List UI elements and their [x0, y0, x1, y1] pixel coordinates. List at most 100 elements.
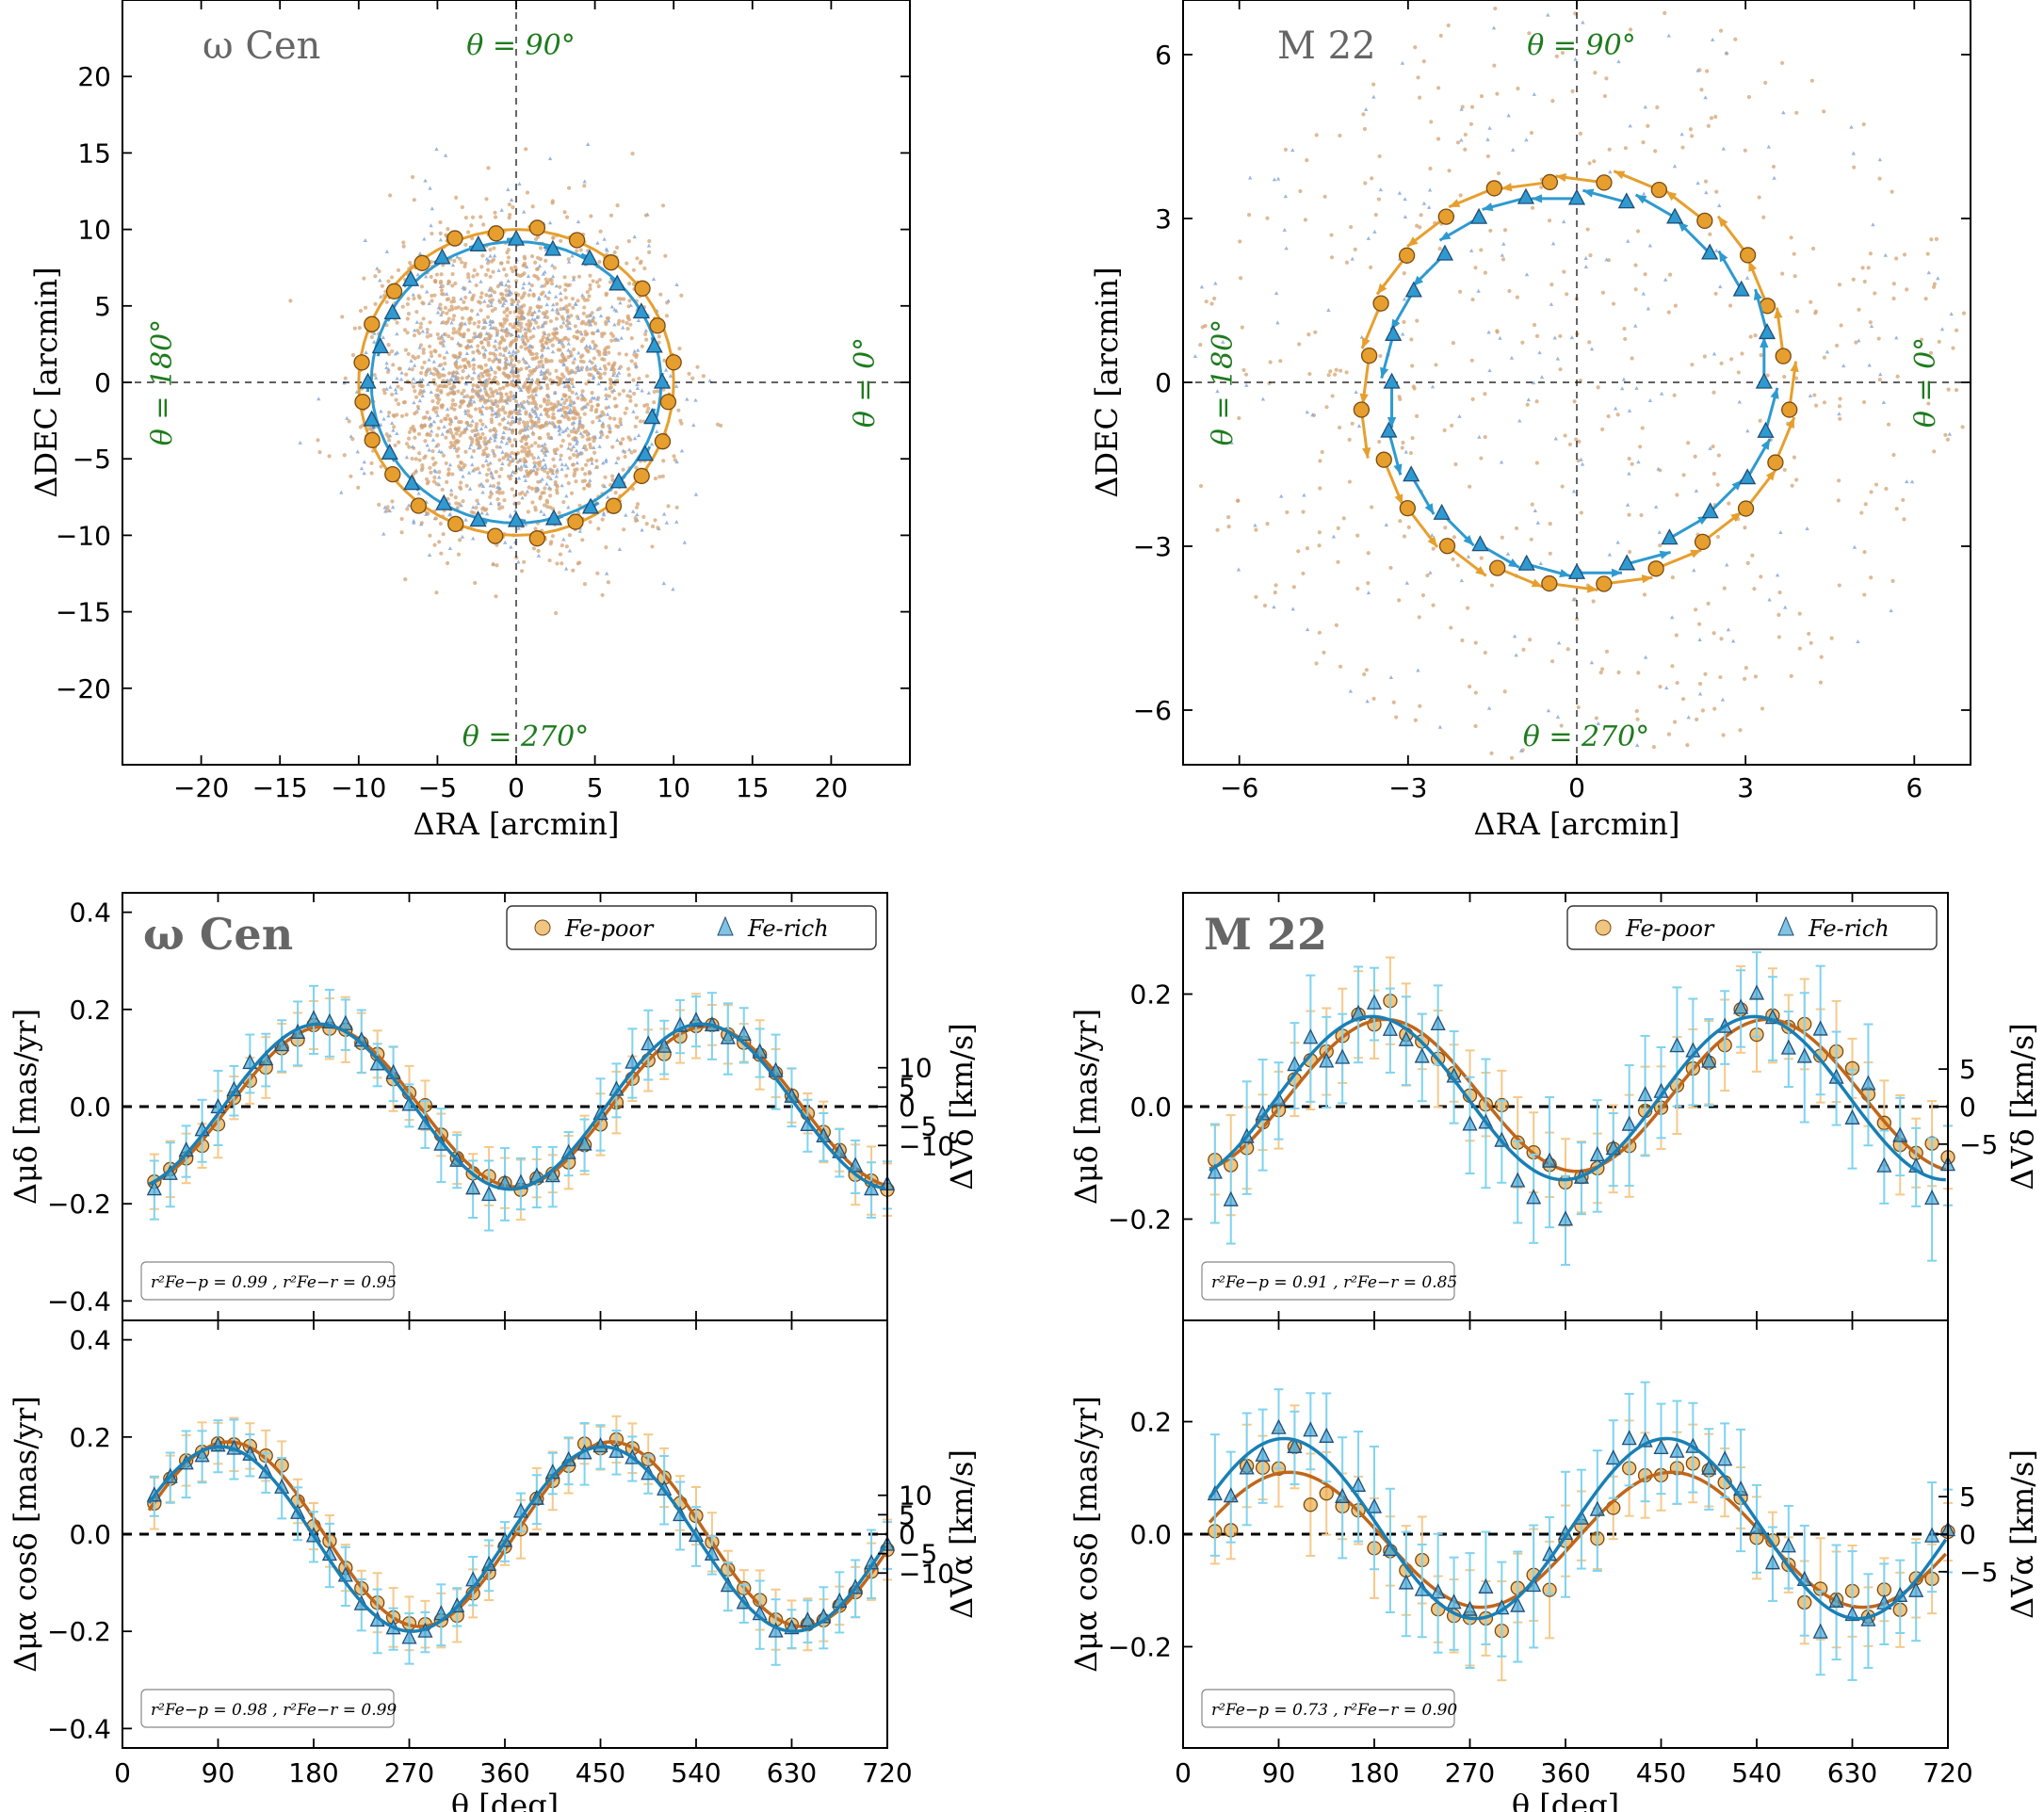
fe-poor-star: [1696, 622, 1702, 626]
fe-rich-star: [516, 476, 522, 480]
fe-poor-star: [443, 305, 448, 310]
fe-poor-star: [527, 293, 531, 298]
fe-poor-star: [434, 272, 440, 277]
fe-rich-star: [372, 331, 377, 335]
fe-rich-point: [1303, 1028, 1319, 1044]
fe-rich-star: [562, 384, 567, 389]
fe-rich-star: [550, 274, 556, 279]
fe-rich-star: [373, 375, 379, 380]
fe-rich-star: [1517, 418, 1522, 423]
fe-rich-star: [1704, 190, 1709, 195]
fe-poor-star: [583, 472, 588, 477]
fe-rich-star: [1213, 281, 1218, 285]
fe-poor-star: [588, 442, 592, 447]
fe-poor-star: [1479, 456, 1484, 461]
fe-poor-star: [544, 423, 549, 428]
fe-poor-star: [572, 452, 576, 458]
fe-poor-star: [533, 526, 538, 531]
fe-poor-star: [406, 297, 411, 301]
arrow-head: [1449, 199, 1461, 207]
fe-poor-star: [539, 339, 543, 344]
fe-poor-star: [553, 450, 558, 455]
fe-poor-star: [480, 422, 485, 427]
fe-rich-star: [490, 408, 495, 413]
fe-poor-star: [1243, 372, 1249, 377]
fe-rich-star: [471, 356, 477, 361]
fe-rich-star: [1783, 605, 1788, 609]
fe-rich-star: [506, 278, 511, 283]
fe-poor-star: [524, 410, 528, 414]
fe-rich-star: [489, 367, 495, 372]
fe-poor-star: [538, 246, 543, 251]
fe-poor-star: [515, 410, 521, 414]
fe-poor-star: [471, 366, 476, 371]
fe-rich-star: [636, 433, 641, 438]
fe-poor-star: [531, 292, 536, 297]
fe-poor-star: [1402, 271, 1406, 276]
fe-poor-star: [1366, 551, 1371, 556]
fe-poor-star: [1265, 522, 1270, 526]
fe-poor-star: [385, 505, 390, 510]
fe-poor-star: [1468, 484, 1472, 489]
fe-poor-star: [433, 410, 439, 414]
fe-poor-star: [1759, 574, 1763, 579]
fe-poor-star: [506, 260, 511, 265]
fe-rich-point: [1223, 1190, 1239, 1206]
fe-poor-star: [527, 348, 532, 353]
fe-poor-star: [488, 248, 493, 252]
fe-poor-star: [582, 184, 587, 188]
fe-poor-star: [506, 255, 511, 260]
arrow-head: [1407, 236, 1419, 247]
fe-poor-star: [500, 417, 505, 422]
fe-poor-star: [618, 420, 623, 425]
fe-poor-star: [1673, 303, 1678, 308]
fe-poor-star: [497, 474, 502, 479]
fe-rich-star: [409, 358, 414, 363]
fe-poor-star: [634, 465, 639, 470]
fe-poor-star: [690, 376, 695, 380]
fe-rich-star: [381, 416, 386, 421]
fe-poor-star: [551, 235, 556, 240]
fe-poor-star: [662, 358, 667, 363]
fe-poor-star: [522, 399, 527, 405]
fe-poor-star: [469, 308, 475, 314]
fe-poor-star: [501, 456, 506, 461]
fe-poor-star: [1204, 299, 1209, 304]
fe-poor-star: [558, 552, 563, 557]
fe-poor-star: [523, 256, 527, 261]
fe-rich-star: [429, 370, 433, 375]
fe-rich-star: [1883, 252, 1888, 257]
fe-poor-star: [1458, 193, 1463, 198]
fe-poor-star: [590, 311, 594, 315]
fe-rich-star: [515, 402, 521, 407]
fe-poor-star: [1633, 287, 1638, 292]
fe-poor-star: [568, 456, 573, 461]
fe-rich-star: [499, 439, 504, 444]
fe-poor-star: [1377, 439, 1382, 445]
fe-rich-point: [1319, 1052, 1335, 1068]
fe-poor-star: [526, 328, 530, 332]
fe-rich-star: [597, 444, 602, 448]
fe-poor-star: [585, 402, 590, 407]
fe-poor-star: [1329, 233, 1334, 237]
fe-poor-star: [516, 292, 521, 298]
fe-rich-star: [1275, 320, 1280, 325]
fe-poor-star: [461, 498, 465, 504]
fe-poor-star: [614, 245, 620, 250]
fe-poor-star: [573, 416, 577, 421]
fe-poor-marker: [354, 394, 371, 411]
fe-poor-star: [492, 290, 497, 295]
fe-poor-marker: [567, 513, 584, 530]
fe-poor-star: [577, 503, 582, 508]
fe-rich-star: [561, 320, 566, 325]
fe-poor-star: [445, 560, 450, 566]
fe-poor-star: [1946, 387, 1951, 392]
fe-poor-star: [1366, 581, 1371, 586]
fe-poor-star: [600, 410, 605, 414]
fe-poor-star: [413, 412, 417, 416]
fe-poor-star: [462, 261, 468, 266]
fe-poor-star: [560, 338, 564, 343]
fe-rich-star: [1717, 203, 1722, 208]
fe-poor-star: [419, 468, 424, 473]
fe-rich-star: [1553, 436, 1558, 441]
